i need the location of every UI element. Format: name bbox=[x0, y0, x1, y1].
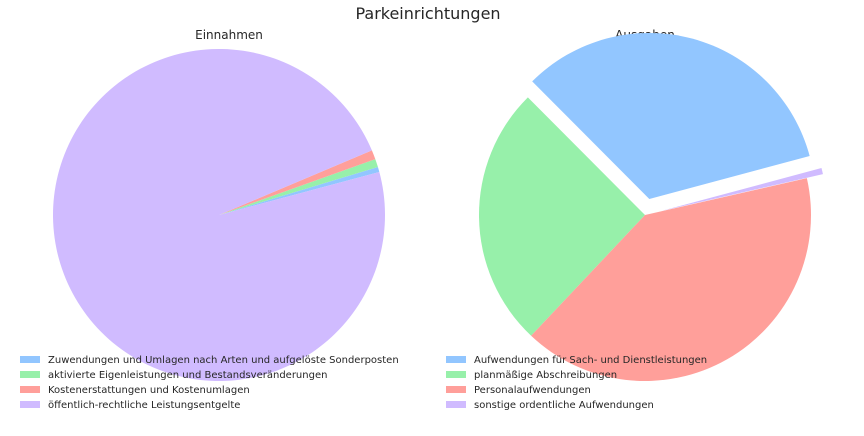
pie-slice bbox=[219, 159, 378, 215]
legend-label: sonstige ordentliche Aufwendungen bbox=[474, 400, 654, 411]
legend-swatch bbox=[20, 356, 40, 363]
pie-slice bbox=[479, 97, 645, 336]
pie-chart-2: AusgabenAufwendungen für Sach- und Diens… bbox=[446, 28, 823, 411]
pie-title: Einnahmen bbox=[195, 28, 263, 42]
legend-swatch bbox=[446, 356, 466, 363]
pie-slice bbox=[52, 48, 385, 381]
legend-label: Aufwendungen für Sach- und Dienstleistun… bbox=[474, 355, 707, 366]
legend-swatch bbox=[20, 386, 40, 393]
pie-slice bbox=[219, 150, 376, 215]
pie-slice bbox=[532, 32, 810, 199]
legend-label: Personalaufwendungen bbox=[474, 385, 591, 396]
legend-label: aktivierte Eigenleistungen und Bestandsv… bbox=[48, 370, 327, 381]
legend-swatch bbox=[446, 371, 466, 378]
legend-swatch bbox=[20, 401, 40, 408]
legend-label: planmäßige Abschreibungen bbox=[474, 370, 617, 381]
legend-swatch bbox=[446, 401, 466, 408]
legend-label: Zuwendungen und Umlagen nach Arten und a… bbox=[48, 355, 399, 366]
pie-slice bbox=[661, 168, 823, 212]
pie-slice bbox=[219, 167, 380, 215]
pie-slice bbox=[531, 178, 811, 381]
figure-title: Parkeinrichtungen bbox=[355, 4, 500, 23]
legend-swatch bbox=[446, 386, 466, 393]
pie-chart-1: Einnahmen Zuwendungen und Umlagen nach Ar… bbox=[20, 28, 399, 411]
legend-label: öffentlich-rechtliche Leistungsentgelte bbox=[48, 400, 240, 411]
legend-swatch bbox=[20, 371, 40, 378]
legend-label: Kostenerstattungen und Kostenumlagen bbox=[48, 385, 250, 396]
